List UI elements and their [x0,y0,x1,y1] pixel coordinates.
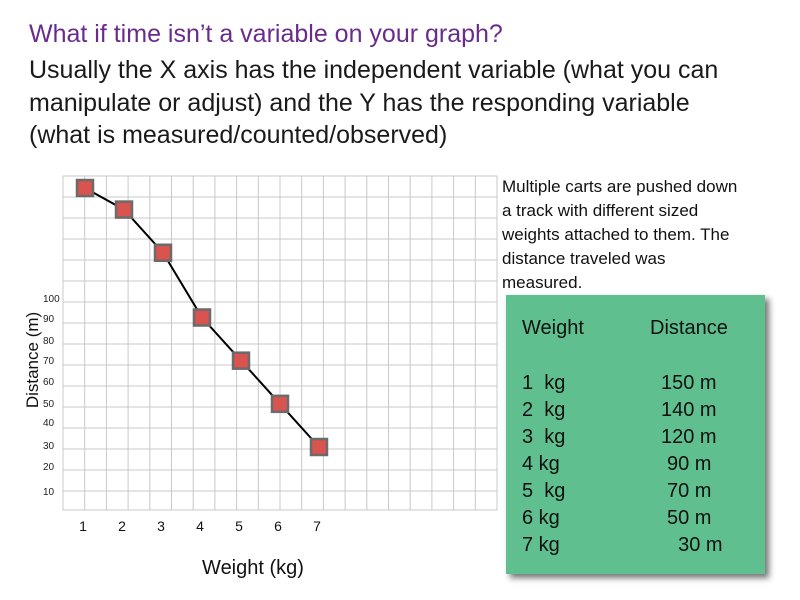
table-cell-weight: 4 kg [522,453,560,475]
y-tick-label: 100 [43,294,60,305]
y-axis-label: Distance (m) [23,312,42,408]
y-tick-label: 30 [43,441,55,452]
y-tick-label: 60 [43,377,55,388]
data-point-marker [153,243,173,262]
data-point-marker [192,308,212,327]
table-cell-distance: 50 m [667,507,712,529]
subtitle-line-1: Usually the X axis has the independent v… [29,56,719,84]
description-line-5: measured. [502,273,583,292]
table-header-weight: Weight [522,317,584,339]
subtitle-line-2: manipulate or adjust) and the Y has the … [29,89,690,117]
table-cell-distance: 90 m [667,453,712,475]
table-cell-distance: 30 m [667,534,723,556]
y-tick-label: 20 [43,462,55,473]
description-line-2: a track with different sized [502,201,699,220]
data-point-marker [309,437,329,457]
data-point-marker [231,351,251,370]
subtitle-line-3: (what is measured/counted/observed) [29,121,448,149]
description-line-4: distance traveled was [502,249,666,268]
plot-area [62,175,498,511]
y-tick-label: 70 [43,356,55,367]
x-tick-label: 2 [118,518,126,534]
x-axis-label: Weight (kg) [202,557,304,579]
y-tick-label: 40 [43,418,55,429]
table-cell-weight: 3 kg [522,426,566,448]
y-tick-label: 80 [43,336,55,347]
x-tick-label: 3 [157,518,165,534]
x-tick-label: 7 [313,518,321,534]
data-point-marker [114,200,134,219]
page-title: What if time isn’t a variable on your gr… [29,20,503,48]
table-cell-weight: 5 kg [522,480,566,502]
x-tick-label: 1 [79,518,87,534]
table-cell-distance: 140 m [661,399,717,421]
table-cell-weight: 7 kg [522,534,560,556]
y-tick-label: 90 [43,314,55,325]
y-tick-label: 50 [43,399,55,410]
x-tick-label: 4 [196,518,204,534]
table-cell-distance: 120 m [661,426,717,448]
table-cell-distance: 150 m [661,372,717,394]
y-tick-label: 10 [43,487,55,498]
x-tick-label: 5 [235,518,243,534]
data-table: Weight Distance 1 kg 150 m 2 kg 140 m 3 … [506,295,765,574]
table-cell-weight: 6 kg [522,507,560,529]
table-cell-distance: 70 m [667,480,712,502]
table-cell-weight: 1 kg [522,372,566,394]
description-line-3: weights attached to them. The [502,225,730,244]
table-cell-weight: 2 kg [522,399,566,421]
description-line-1: Multiple carts are pushed down [502,177,738,196]
x-tick-label: 6 [274,518,282,534]
table-header-distance: Distance [650,317,728,339]
data-point-marker [75,178,95,198]
data-point-marker [270,394,290,414]
